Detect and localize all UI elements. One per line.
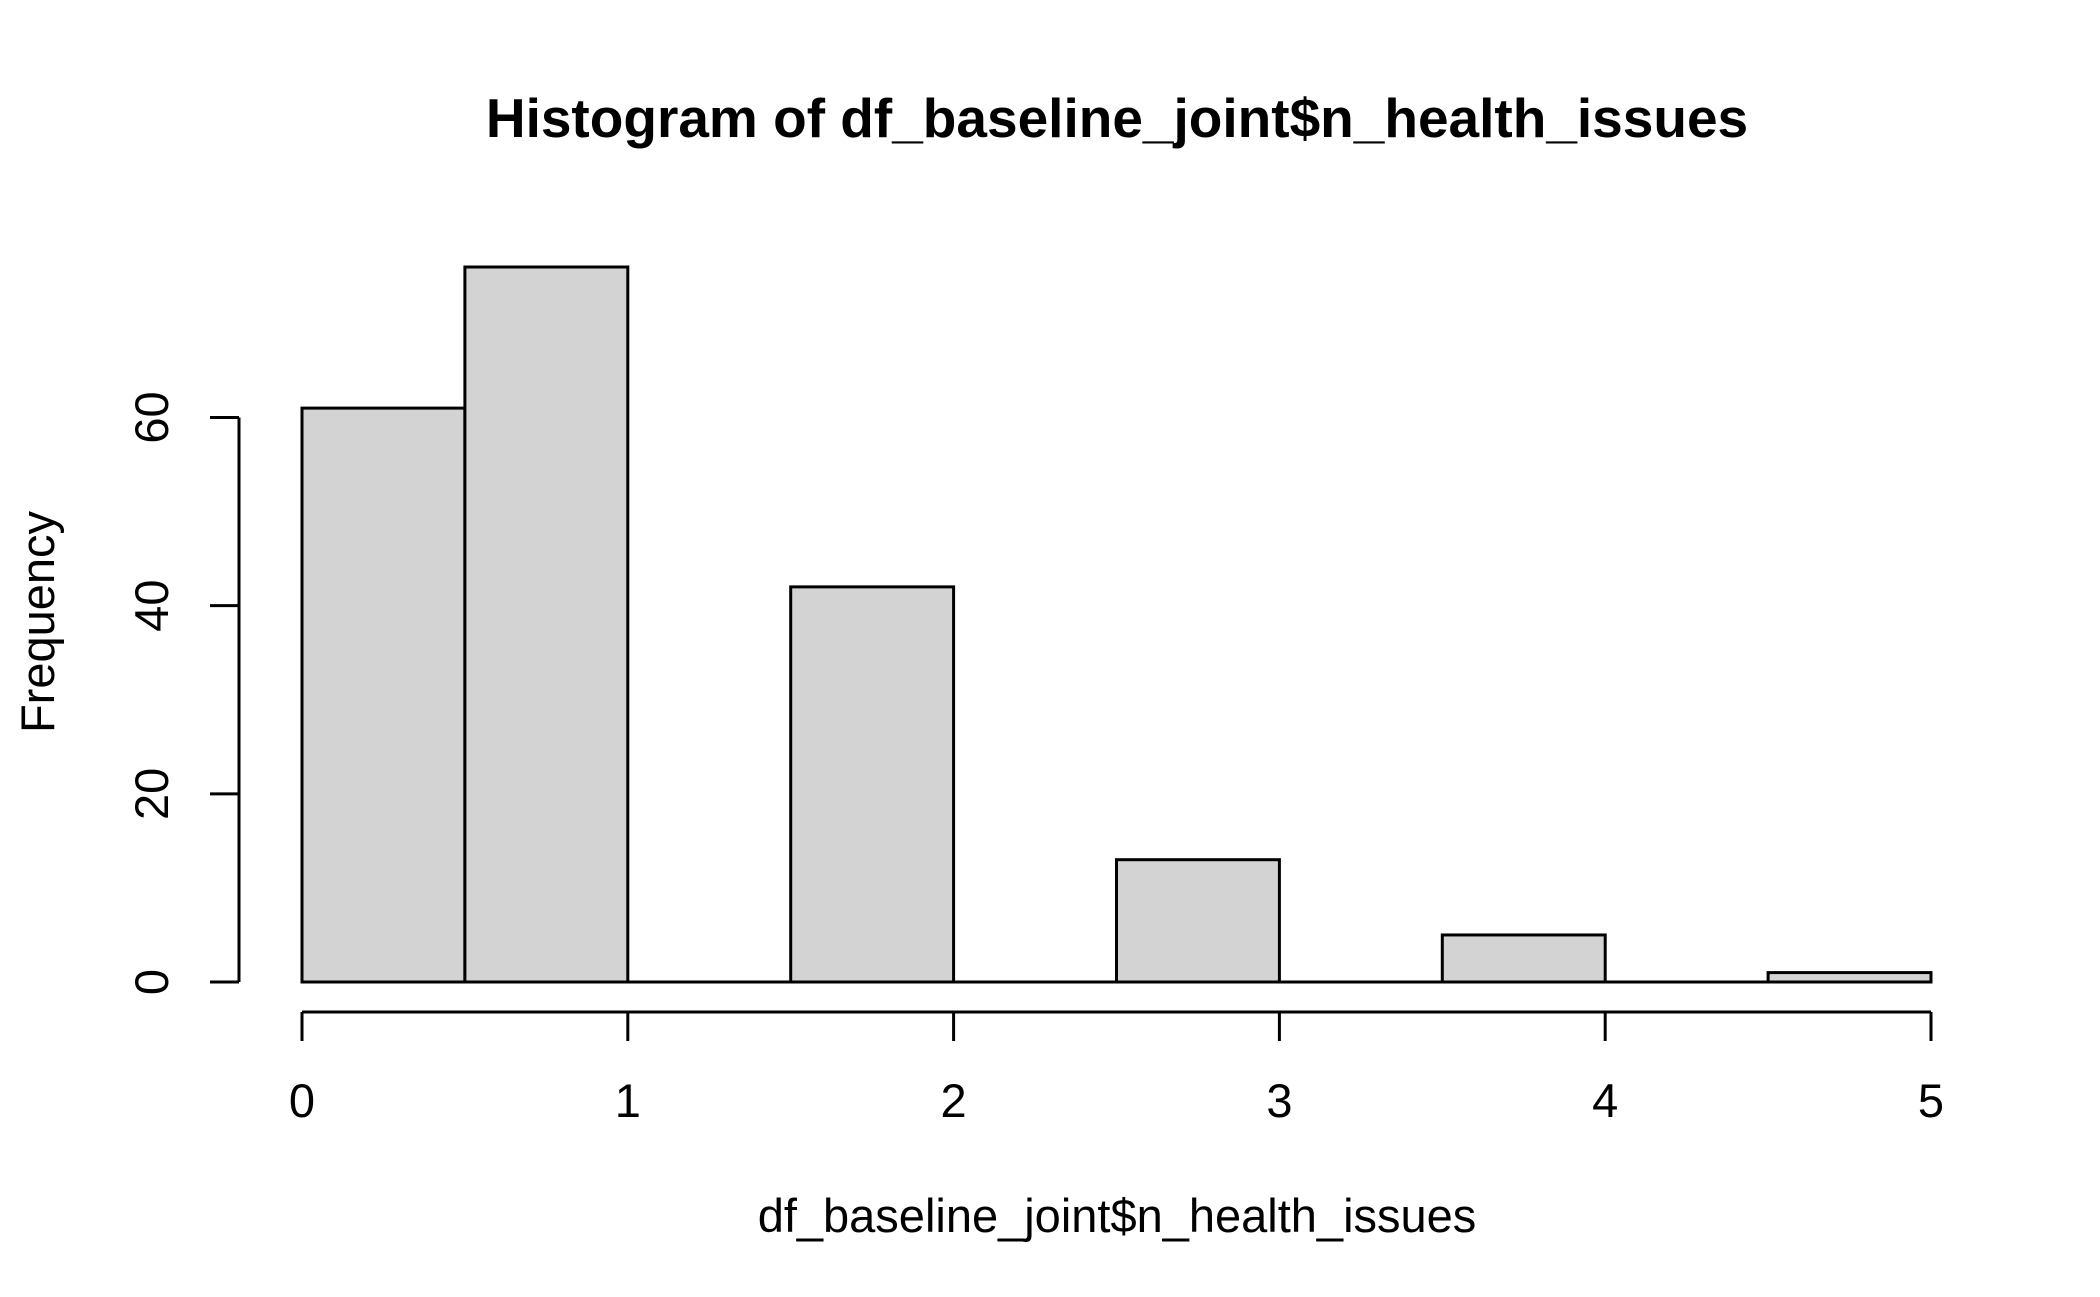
histogram-bar-1 xyxy=(463,265,630,984)
chart-title: Histogram of df_baseline_joint$n_health_… xyxy=(486,87,1748,149)
x-tick-label-5: 5 xyxy=(1918,1074,1944,1127)
x-tick-label-4: 4 xyxy=(1592,1074,1618,1127)
histogram-bar-7 xyxy=(1440,933,1607,984)
y-axis: 0 20 40 60 xyxy=(125,391,241,995)
y-tick-label-2: 40 xyxy=(125,580,178,632)
x-tick-label-0: 0 xyxy=(289,1074,315,1127)
x-axis-label: df_baseline_joint$n_health_issues xyxy=(758,1189,1477,1242)
x-tick-label-2: 2 xyxy=(941,1074,967,1127)
histogram-bar-3 xyxy=(789,585,956,984)
x-tick-label-3: 3 xyxy=(1266,1074,1292,1127)
y-tick-label-1: 20 xyxy=(125,768,178,820)
histogram-bar-9 xyxy=(1766,971,1933,984)
y-axis-label: Frequency xyxy=(11,510,64,733)
histogram-bar-5 xyxy=(1115,858,1281,984)
x-axis: 0 1 2 3 4 5 xyxy=(289,1010,1944,1127)
histogram-bar-0 xyxy=(300,406,467,984)
y-tick-label-0: 0 xyxy=(125,969,178,995)
x-tick-label-1: 1 xyxy=(615,1074,641,1127)
y-tick-label-3: 60 xyxy=(125,391,178,443)
bars-group xyxy=(300,265,1933,984)
